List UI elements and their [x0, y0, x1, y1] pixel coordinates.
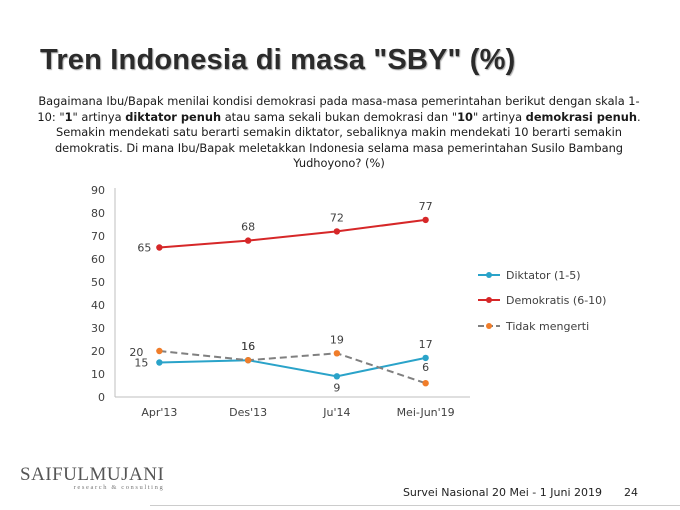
data-point — [156, 347, 163, 355]
x-tick-label: Apr'13 — [141, 406, 177, 419]
y-tick-label: 90 — [91, 184, 105, 197]
series-line-1 — [159, 218, 426, 249]
data-label: 16 — [241, 340, 255, 353]
data-label: 20 — [129, 346, 143, 359]
data-label: 72 — [330, 211, 344, 224]
question-fragment: demokrasi penuh — [525, 109, 637, 124]
slide-title: Tren Indonesia di masa "SBY" (%) — [40, 44, 516, 76]
y-tick-label: 70 — [91, 230, 105, 243]
data-point — [156, 359, 163, 366]
y-tick-label: 40 — [91, 299, 105, 312]
footer-divider — [150, 505, 680, 506]
y-tick-label: 50 — [91, 276, 105, 289]
data-point — [333, 228, 341, 235]
data-label: 16 — [241, 340, 255, 353]
x-tick-label: Des'13 — [229, 406, 267, 419]
survey-question: Bagaimana Ibu/Bapak menilai kondisi demo… — [34, 94, 644, 172]
footer-survey-label: Survei Nasional 20 Mei - 1 Juni 2019 — [402, 486, 602, 499]
data-point — [156, 244, 163, 251]
legend-label: Demokratis (6-10) — [506, 294, 606, 307]
data-point — [422, 354, 429, 362]
page-number: 24 — [624, 486, 638, 499]
question-fragment: " artinya — [72, 109, 126, 124]
data-label: 65 — [137, 242, 151, 255]
company-logo: SAIFULMUJANI research & consulting — [20, 464, 164, 491]
y-tick-label: 80 — [91, 207, 105, 220]
question-fragment: " artinya — [472, 109, 526, 124]
question-fragment: 1 — [64, 109, 73, 124]
data-point — [333, 350, 341, 357]
y-tick-label: 0 — [98, 391, 105, 404]
legend-marker — [486, 323, 492, 329]
question-fragment: atau sama sekali bukan demokrasi dan " — [221, 109, 458, 124]
data-point — [333, 373, 341, 380]
data-label: 6 — [422, 361, 429, 374]
y-tick-label: 10 — [91, 368, 105, 381]
series-line-2 — [159, 350, 426, 385]
data-point — [422, 380, 429, 387]
question-fragment: . Semakin mendekati satu berarti semakin… — [54, 109, 641, 171]
question-fragment: diktator penuh — [125, 109, 222, 124]
logo-main-text: SAIFULMUJANI — [20, 464, 165, 485]
data-label: 17 — [419, 338, 433, 351]
x-tick-label: Ju'14 — [322, 406, 350, 419]
data-label: 19 — [330, 333, 344, 346]
data-point — [244, 237, 252, 244]
x-tick-label: Mei-Jun'19 — [397, 406, 455, 419]
legend-marker — [486, 272, 492, 278]
y-tick-label: 60 — [91, 253, 105, 266]
data-label: 68 — [241, 221, 255, 234]
data-label: 9 — [333, 381, 340, 394]
legend-marker — [486, 297, 492, 303]
data-label: 77 — [419, 200, 433, 213]
series-line-0 — [159, 356, 426, 378]
legend-label: Diktator (1-5) — [506, 269, 581, 282]
y-tick-label: 30 — [91, 322, 105, 335]
data-point — [244, 357, 252, 364]
question-fragment: Bagaimana Ibu/Bapak menilai kondisi demo… — [37, 94, 640, 124]
line-chart: 0 10 20 30 40 50 60 70 80 90 Apr'13 Des'13 Ju'14 Mei-… — [91, 184, 606, 419]
question-fragment: 10 — [457, 109, 473, 124]
y-tick-label: 20 — [91, 345, 105, 358]
data-label: 15 — [134, 357, 148, 370]
data-point — [422, 216, 429, 224]
logo-subtitle: research & consulting — [73, 484, 165, 491]
legend-label: Tidak mengerti — [505, 320, 589, 333]
footer: Survei Nasional 20 Mei - 1 Juni 2019 24 — [403, 486, 638, 499]
